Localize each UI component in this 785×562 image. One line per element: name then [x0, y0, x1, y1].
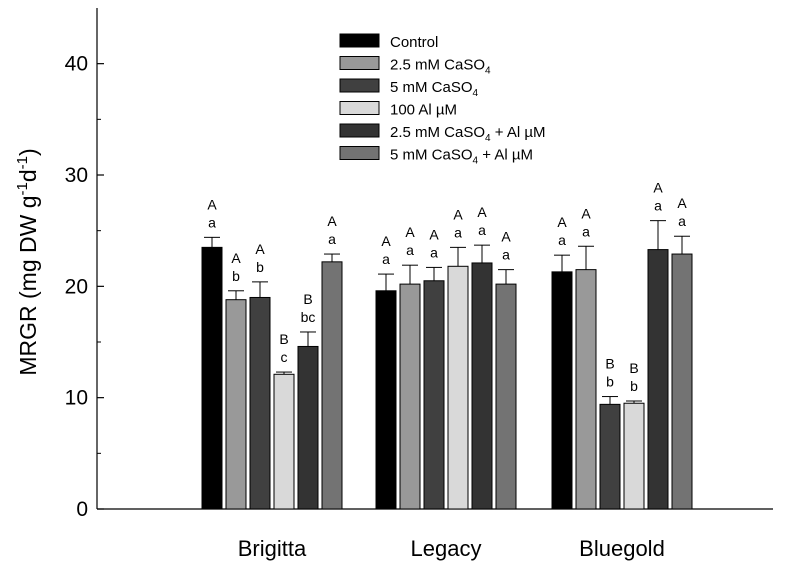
significance-upper-label: A	[677, 195, 687, 211]
legend-label: 100 Al µM	[390, 102, 457, 119]
significance-upper-label: A	[501, 229, 511, 245]
significance-lower-label: a	[582, 223, 590, 239]
significance-lower-label: a	[328, 231, 336, 247]
bar	[375, 290, 397, 510]
significance-upper-label: A	[581, 205, 591, 221]
y-axis-title-text: MRGR (mg DW g	[15, 195, 41, 375]
bar	[321, 261, 343, 510]
y-tick-label: 30	[65, 164, 88, 187]
legend-label-text: 5 mM CaSO	[390, 79, 473, 96]
significance-upper-label: A	[231, 250, 241, 266]
significance-upper-label: A	[557, 214, 567, 230]
bar	[423, 280, 445, 510]
chart-axes: 0 10 20 30 40 Brigitta Legacy Bluegold	[65, 8, 773, 561]
y-axis-title: MRGR (mg DW g-1d-1)	[14, 148, 41, 375]
bar	[225, 299, 247, 510]
x-category-label: Brigitta	[238, 536, 307, 561]
significance-lower-label: a	[558, 232, 566, 248]
legend-label-subscript: 4	[485, 66, 491, 77]
legend-label-text: 5 mM CaSO	[390, 147, 473, 164]
legend-swatch	[339, 78, 380, 93]
legend-swatch	[339, 146, 380, 160]
bar	[201, 246, 223, 510]
legend-label: 2.5 mM CaSO4	[390, 57, 491, 77]
x-category-label: Bluegold	[579, 536, 665, 561]
bar	[599, 403, 621, 510]
legend-label: 5 mM CaSO4 + Al µM	[390, 147, 533, 167]
significance-lower-label: b	[232, 268, 240, 284]
bar	[447, 265, 469, 510]
bar	[575, 269, 597, 510]
bar	[671, 253, 693, 510]
bar	[399, 283, 421, 510]
significance-lower-label: a	[678, 213, 686, 229]
legend-label: 5 mM CaSO4	[390, 79, 479, 99]
bar	[249, 296, 271, 510]
significance-upper-label: A	[453, 206, 463, 222]
legend-label-text: + Al µM	[491, 124, 546, 141]
significance-lower-label: bc	[301, 309, 316, 325]
legend-label-subscript: 4	[473, 88, 479, 99]
legend-label-text: Control	[390, 34, 438, 51]
significance-upper-label: A	[429, 226, 439, 242]
legend-swatch	[339, 33, 380, 48]
legend-label-text: 2.5 mM CaSO	[390, 57, 485, 74]
legend-label: 2.5 mM CaSO4 + Al µM	[390, 124, 546, 144]
significance-upper-label: A	[255, 241, 265, 257]
significance-lower-label: b	[630, 378, 638, 394]
bar	[471, 262, 493, 510]
significance-lower-label: a	[406, 242, 414, 258]
y-tick-label: 40	[65, 53, 88, 76]
significance-lower-label: a	[478, 222, 486, 238]
significance-upper-label: A	[207, 196, 217, 212]
significance-upper-label: B	[303, 291, 312, 307]
bar	[273, 373, 295, 510]
legend-swatch	[339, 101, 380, 115]
significance-lower-label: a	[382, 251, 390, 267]
significance-lower-label: a	[502, 247, 510, 263]
significance-upper-label: B	[629, 360, 638, 376]
y-tick-label: 20	[65, 275, 88, 298]
y-tick-label: 10	[65, 387, 88, 410]
bar	[647, 249, 669, 510]
bar	[297, 345, 319, 510]
legend-label-text: + Al µM	[478, 147, 533, 164]
chart-bars	[201, 220, 693, 510]
legend-swatch	[339, 56, 380, 70]
significance-lower-label: b	[256, 259, 264, 275]
significance-upper-label: A	[653, 180, 663, 196]
bar	[551, 271, 573, 510]
x-category-label: Legacy	[411, 536, 482, 561]
legend-label-text: 2.5 mM CaSO	[390, 124, 485, 141]
legend-swatch	[339, 123, 380, 138]
significance-lower-label: b	[606, 374, 614, 390]
significance-upper-label: A	[405, 224, 415, 240]
y-tick-label: 0	[76, 498, 88, 521]
legend-label-subscript: 4	[473, 156, 479, 167]
significance-lower-label: a	[654, 198, 662, 214]
significance-upper-label: A	[327, 213, 337, 229]
significance-upper-label: A	[477, 204, 487, 220]
y-axis-title-text: d	[15, 169, 41, 182]
bar	[495, 283, 517, 510]
significance-lower-label: c	[281, 349, 288, 365]
legend-label-subscript: 4	[485, 133, 491, 144]
significance-lower-label: a	[454, 224, 462, 240]
legend-label: Control	[390, 34, 438, 51]
y-axis-title-superscript: -1	[14, 182, 31, 195]
significance-upper-label: B	[605, 356, 614, 372]
significance-upper-label: B	[279, 331, 288, 347]
legend-label-text: 100 Al µM	[390, 102, 457, 119]
significance-upper-label: A	[381, 233, 391, 249]
significance-lower-label: a	[430, 244, 438, 260]
y-axis-title-text: )	[15, 148, 41, 156]
significance-lower-label: a	[208, 214, 216, 230]
bar	[623, 402, 645, 510]
y-axis-title-superscript: -1	[14, 156, 31, 169]
